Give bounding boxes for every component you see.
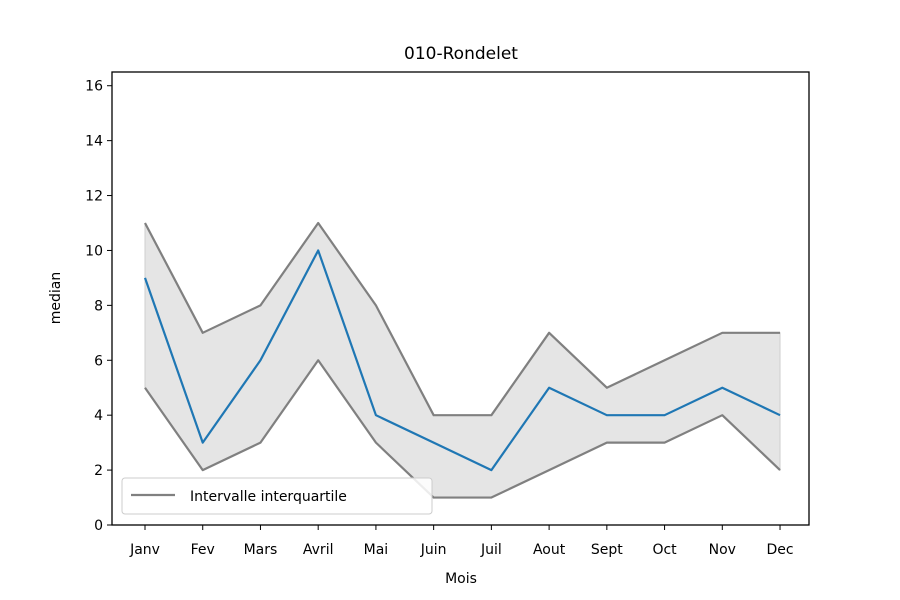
y-tick-label: 14 xyxy=(85,134,103,150)
y-tick-label: 2 xyxy=(94,463,103,479)
x-tick-label: Fev xyxy=(191,542,215,558)
q3-line xyxy=(144,221,781,417)
x-tick-label: Janv xyxy=(129,542,160,558)
x-tick-label: Mars xyxy=(244,542,278,558)
y-tick-label: 8 xyxy=(94,298,103,314)
y-axis-label: median xyxy=(48,272,64,324)
y-tick-label: 6 xyxy=(94,353,103,369)
x-tick-label: Juin xyxy=(420,542,447,558)
x-tick-label: Oct xyxy=(652,542,677,558)
x-tick-label: Avril xyxy=(303,542,334,558)
x-axis-label: Mois xyxy=(445,571,477,587)
y-tick-label: 16 xyxy=(85,79,103,95)
y-tick-label: 10 xyxy=(85,243,103,259)
x-tick-label: Nov xyxy=(709,542,736,558)
y-tick-label: 4 xyxy=(94,408,103,424)
median-line xyxy=(143,249,781,472)
y-tick-label: 0 xyxy=(94,518,103,534)
legend: Intervalle interquartile xyxy=(121,477,433,515)
x-tick-label: Aout xyxy=(533,542,566,558)
x-tick-label: Dec xyxy=(766,542,793,558)
x-tick-label: Sept xyxy=(591,542,623,558)
plot-frame xyxy=(111,71,810,526)
legend-label-iqr: Intervalle interquartile xyxy=(190,489,347,505)
legend-box xyxy=(121,477,433,515)
q1-line xyxy=(144,359,781,499)
y-tick-label: 12 xyxy=(85,189,103,205)
chart-title: 010-Rondelet xyxy=(404,44,518,64)
x-tick-label: Juil xyxy=(480,542,502,558)
x-tick-label: Mai xyxy=(364,542,389,558)
